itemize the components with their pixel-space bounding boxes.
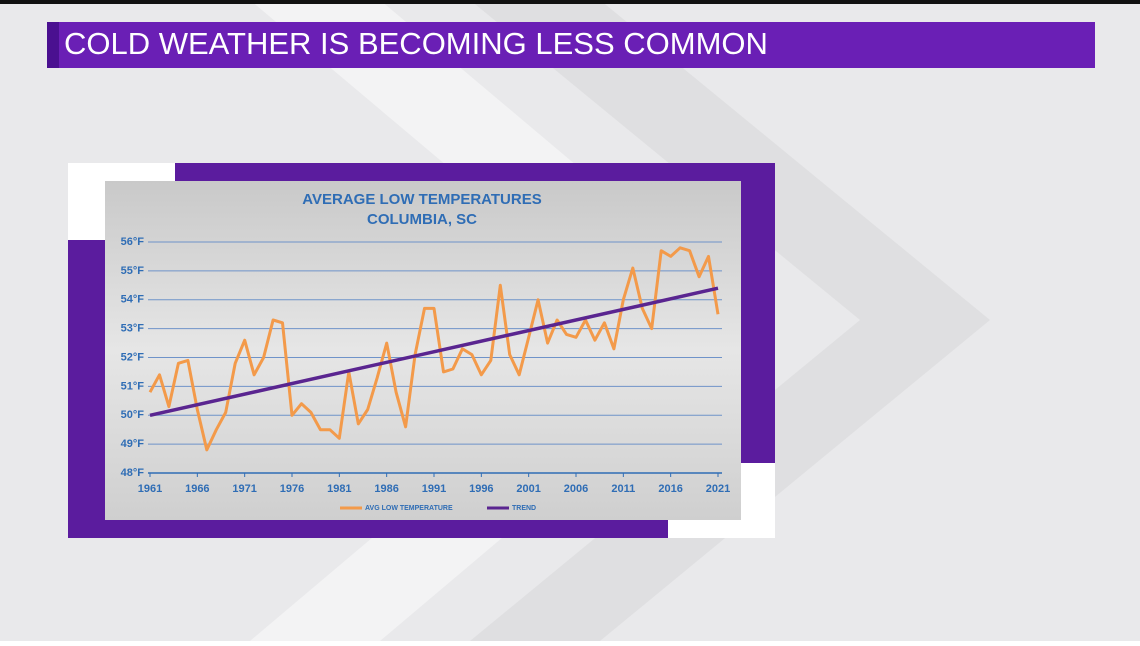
legend-label: AVG LOW TEMPERATURE: [365, 505, 453, 512]
x-tick-label: 2016: [658, 483, 682, 495]
banner-title: COLD WEATHER IS BECOMING LESS COMMON: [64, 26, 768, 61]
x-tick-label: 2001: [516, 483, 540, 495]
x-tick-label: 2021: [706, 483, 730, 495]
x-tick-label: 1961: [138, 483, 162, 495]
x-tick-label: 1971: [232, 483, 256, 495]
y-tick-label: 51°F: [121, 380, 145, 392]
y-tick-label: 48°F: [121, 467, 145, 479]
x-tick-label: 1981: [327, 483, 351, 495]
y-tick-label: 52°F: [121, 351, 145, 363]
y-tick-label: 49°F: [121, 438, 145, 450]
x-tick-label: 1991: [422, 483, 446, 495]
x-tick-label: 2011: [611, 483, 635, 495]
x-tick-label: 1996: [469, 483, 493, 495]
banner: [47, 22, 1095, 68]
x-tick-label: 1966: [185, 483, 209, 495]
series-line: [149, 286, 719, 418]
top-edge: [0, 0, 1140, 4]
y-tick-label: 53°F: [121, 323, 145, 335]
series-line: [148, 246, 720, 452]
x-tick-label: 2006: [564, 483, 588, 495]
plot: 48°F 49°F 50°F 51°F 52°F 53°F 54°F 55°F 56°F 1961…: [121, 236, 731, 512]
banner-edge: [47, 22, 59, 68]
chart-title: AVERAGE LOW TEMPERATURES: [302, 191, 541, 208]
y-tick-label: 55°F: [121, 265, 145, 277]
chart-subtitle: COLUMBIA, SC: [367, 211, 477, 228]
legend-label: TREND: [512, 505, 536, 512]
y-tick-label: 54°F: [121, 294, 145, 306]
y-tick-label: 50°F: [121, 409, 145, 421]
x-tick-label: 1986: [374, 483, 398, 495]
chart-panel: [105, 181, 741, 520]
y-tick-label: 56°F: [121, 236, 145, 248]
x-tick-label: 1976: [280, 483, 304, 495]
